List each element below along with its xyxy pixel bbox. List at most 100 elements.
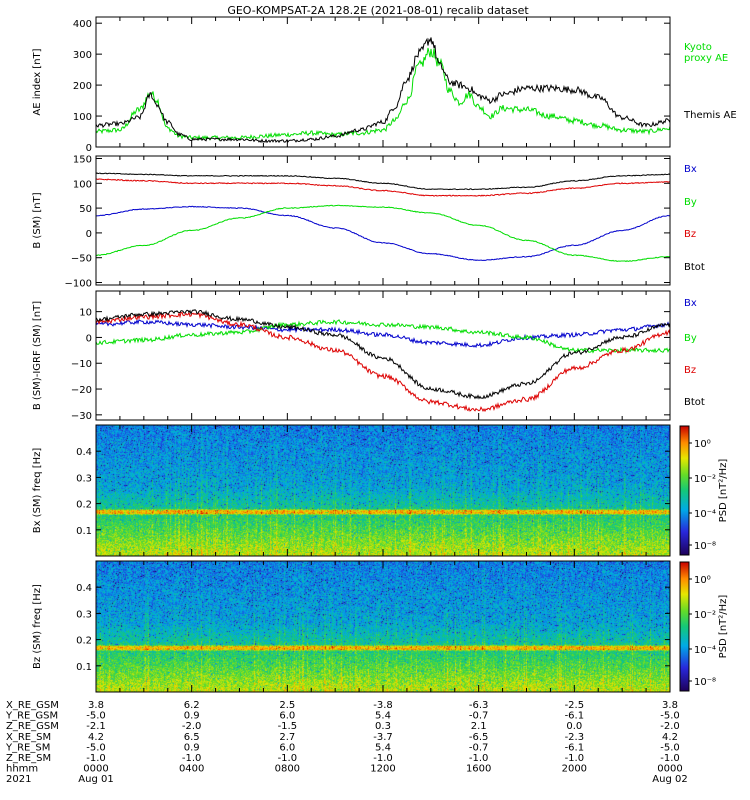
- ephemeris-row-label: Y_RE_GSM: [5, 711, 58, 722]
- y-tick-label: 10: [79, 308, 92, 319]
- ephemeris-cell: -6.5: [469, 732, 489, 743]
- series-by-line: [95, 319, 671, 355]
- legend-bx: Bx: [684, 298, 697, 309]
- ephemeris-cell: -5.0: [86, 742, 106, 753]
- ephemeris-cell: 0000: [83, 764, 108, 775]
- series-bz-line: [95, 178, 671, 197]
- y-tick-label: 0: [86, 229, 92, 240]
- y-tick-label: 0.2: [76, 500, 92, 511]
- colorbar-tick-label: 10⁻⁴: [694, 645, 716, 656]
- y-tick-label: −50: [71, 254, 92, 265]
- ephemeris-cell: -3.8: [373, 700, 393, 711]
- legend-themis-ae: Themis AE: [683, 110, 737, 121]
- panel-4: 0.1 0.2 0.3 0.4 10⁰ 10⁻² 10⁻⁴ 10⁻⁸ PSD [nT²/Hz] B…: [32, 424, 729, 557]
- y-tick-label: 0.1: [76, 662, 92, 673]
- ephemeris-cell: -1.0: [182, 753, 202, 764]
- ephemeris-cell: 2.7: [279, 732, 295, 743]
- spectrogram-image: [96, 561, 670, 692]
- ephemeris-cell: -2.3: [565, 732, 585, 743]
- plot-frame: [95, 16, 671, 148]
- y-tick-label: −20: [71, 385, 92, 396]
- legend-kyoto-proxy-ae: Kyoto proxy AE: [684, 42, 728, 64]
- series-by-line: [95, 204, 670, 263]
- ephemeris-row-label: hhmm: [6, 764, 38, 775]
- y-tick-label: 50: [79, 204, 92, 215]
- legend-btot: Btot: [684, 397, 705, 408]
- colorbar: [679, 561, 690, 692]
- ephemeris-row-label: X_RE_GSM: [6, 700, 59, 711]
- y-axis-label: Bx (SM) freq [Hz]: [32, 448, 43, 534]
- panel-3: Bx By Bz Btot −30 −20 −10 0 10 B (SM)-IGRF (SM) […: [32, 290, 705, 422]
- colorbar: [679, 425, 690, 556]
- ephemeris-row-label: 2021: [6, 774, 31, 785]
- y-tick-label: −10: [71, 359, 92, 370]
- colorbar-tick-label: 10⁻⁴: [694, 509, 716, 520]
- series-kyoto-proxy-ae-line: [95, 47, 671, 141]
- ephemeris-cell: -5.0: [660, 711, 680, 722]
- ephemeris-cell: 1600: [466, 764, 491, 775]
- ephemeris-cell: 4.2: [662, 732, 678, 743]
- colorbar-tick-label: 10⁻⁸: [694, 541, 716, 552]
- panel-5: 0.1 0.2 0.3 0.4 10⁰ 10⁻² 10⁻⁴ 10⁻⁸ PSD [nT²/Hz] B…: [32, 560, 729, 693]
- ephemeris-cell: -1.0: [278, 753, 298, 764]
- ephemeris-cell: 0.3: [375, 721, 391, 732]
- y-axis-label: B (SM)-IGRF (SM) [nT]: [32, 301, 43, 410]
- y-tick-label: 100: [73, 112, 92, 123]
- ephemeris-cell: -3.7: [373, 732, 393, 743]
- colorbar-tick-label: 10⁻²: [694, 610, 716, 621]
- ephemeris-cell: -5.0: [86, 711, 106, 722]
- ephemeris-cell: 6.5: [184, 732, 200, 743]
- legend-by: By: [684, 197, 697, 208]
- ephemeris-cell: 0.9: [184, 711, 200, 722]
- ephemeris-cell: 0400: [179, 764, 204, 775]
- colorbar-tick-label: 10⁻²: [694, 474, 716, 485]
- ephemeris-cell: -1.5: [278, 721, 298, 732]
- ephemeris-cell: 3.8: [662, 700, 678, 711]
- ephemeris-cell: 2.1: [471, 721, 487, 732]
- ephemeris-cell: 0800: [275, 764, 300, 775]
- legend-bx: Bx: [684, 164, 697, 175]
- colorbar-tick-label: 10⁰: [694, 575, 711, 586]
- series-bx-line: [95, 318, 671, 349]
- ephemeris-cell: -5.0: [660, 742, 680, 753]
- legend-bz: Bz: [684, 229, 696, 240]
- ephemeris-row-label: Z_RE_SM: [6, 753, 51, 764]
- ephemeris-cell: 5.4: [375, 742, 391, 753]
- series-bz-line: [95, 310, 671, 413]
- y-tick-label: 0.2: [76, 636, 92, 647]
- series-themis-ae-line: [95, 37, 671, 144]
- y-tick-label: 400: [73, 19, 92, 30]
- ephemeris-cell: -0.7: [469, 711, 489, 722]
- y-tick-label: 0: [86, 143, 92, 154]
- ephemeris-cell: 1200: [370, 764, 395, 775]
- ephemeris-cell: 0.9: [184, 742, 200, 753]
- colorbar-tick-label: 10⁻⁸: [694, 677, 716, 688]
- ephemeris-cell: Aug 01: [78, 774, 113, 785]
- y-tick-label: 0.1: [76, 526, 92, 537]
- ephemeris-cell: -6.1: [565, 742, 585, 753]
- legend-by: By: [684, 333, 697, 344]
- ephemeris-cell: 4.2: [88, 732, 104, 743]
- ephemeris-row-label: X_RE_SM: [6, 732, 51, 743]
- ephemeris-cell: -2.0: [182, 721, 202, 732]
- ephemeris-cell: 5.4: [375, 711, 391, 722]
- ephemeris-cell: -0.7: [469, 742, 489, 753]
- series-btot-line: [95, 172, 671, 191]
- colorbar-label: PSD [nT²/Hz]: [718, 459, 729, 523]
- ephemeris-cell: -2.1: [86, 721, 106, 732]
- y-tick-label: 0.3: [76, 609, 92, 620]
- ephemeris-row-label: Z_RE_GSM: [6, 721, 59, 732]
- ephemeris-cell: 0000: [657, 764, 682, 775]
- ephemeris-cell: 0.0: [566, 721, 582, 732]
- ephemeris-row-label: Y_RE_SM: [5, 742, 50, 753]
- panel-1: Kyoto proxy AE Themis AE 0 100 200 300 400 AE in…: [32, 16, 737, 154]
- y-tick-label: 0.4: [76, 447, 92, 458]
- y-tick-label: 300: [73, 50, 92, 61]
- ephemeris-cell: 6.2: [184, 700, 200, 711]
- series-bx-line: [96, 205, 671, 261]
- panel-2: Bx By Bz Btot −100 −50 0 50 100 150 B (SM) [nT]: [32, 154, 705, 289]
- spectrogram-image: [96, 425, 670, 556]
- y-tick-label: 100: [73, 179, 92, 190]
